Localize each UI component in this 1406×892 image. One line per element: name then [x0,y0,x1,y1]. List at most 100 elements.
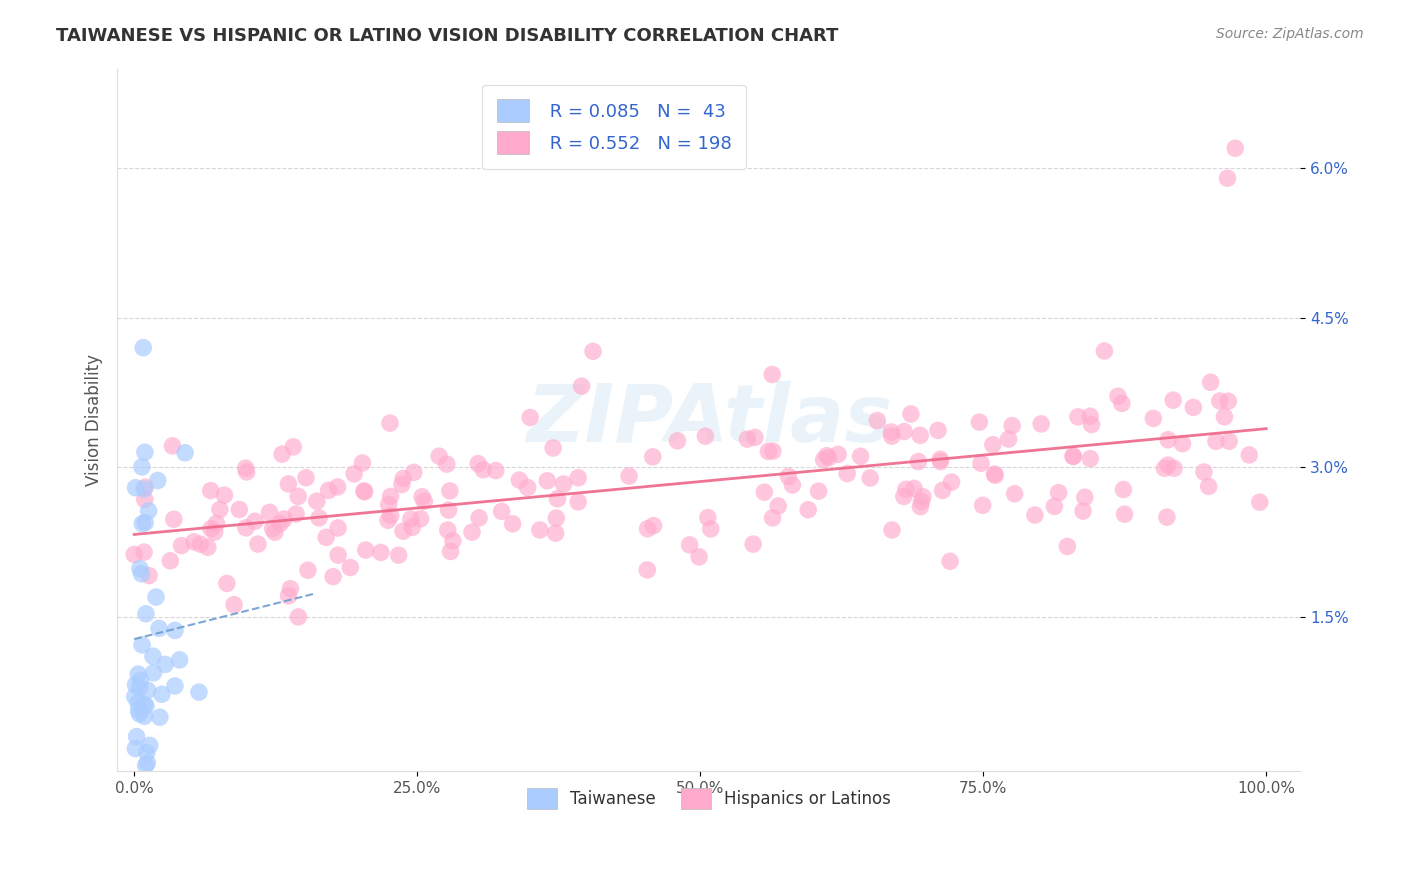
Point [142,665,165,680]
Point [135,746,157,760]
Point [502,516,524,531]
Point [377,498,399,512]
Point [544,526,567,541]
Point [893,425,915,439]
Point [815,449,838,463]
Point [427,449,450,463]
Point [322,569,344,583]
Point [132,545,155,559]
Point [1114,507,1136,521]
Point [353,484,375,499]
Point [666,434,689,448]
Point [981,438,1004,452]
Point [910,494,932,508]
Point [343,467,366,481]
Point [1161,393,1184,408]
Point [1209,394,1232,409]
Point [183,534,205,549]
Point [880,523,903,537]
Point [122,548,145,562]
Point [1218,434,1240,449]
Point [1198,479,1220,493]
Point [880,429,903,443]
Point [529,523,551,537]
Point [637,522,659,536]
Point [271,447,294,461]
Point [1157,433,1180,447]
Point [222,598,245,612]
Point [138,568,160,582]
Point [643,518,665,533]
Point [235,521,257,535]
Point [134,709,156,723]
Point [409,512,432,526]
Point [1004,487,1026,501]
Point [285,507,308,521]
Point [170,539,193,553]
Point [163,679,186,693]
Point [567,495,589,509]
Point [1216,171,1239,186]
Point [326,521,349,535]
Point [128,681,150,695]
Point [468,511,491,525]
Point [519,410,541,425]
Point [269,516,291,531]
Point [413,494,436,508]
Point [1071,504,1094,518]
Point [235,465,257,479]
Point [125,730,148,744]
Point [553,477,575,491]
Point [547,491,569,506]
Point [392,524,415,539]
Point [1067,409,1090,424]
Point [778,469,800,483]
Point [761,368,783,382]
Point [287,489,309,503]
Point [688,549,710,564]
Point [911,490,934,504]
Point [939,554,962,568]
Point [411,490,433,504]
Point [402,466,425,480]
Point [139,739,162,753]
Point [273,512,295,526]
Point [900,407,922,421]
Point [1182,401,1205,415]
Point [1249,495,1271,509]
Point [163,512,186,526]
Point [128,706,150,721]
Point [174,446,197,460]
Point [315,530,337,544]
Point [617,469,640,483]
Point [328,548,350,562]
Point [807,484,830,499]
Point [131,459,153,474]
Y-axis label: Vision Disability: Vision Disability [86,354,103,486]
Point [162,439,184,453]
Point [1062,450,1084,464]
Point [392,471,415,485]
Point [972,499,994,513]
Point [142,649,165,664]
Point [124,690,146,704]
Point [472,463,495,477]
Point [124,481,146,495]
Point [766,499,789,513]
Point [136,683,159,698]
Point [1024,508,1046,522]
Point [263,525,285,540]
Point [399,512,422,526]
Point [754,485,776,500]
Point [1153,461,1175,475]
Point [243,514,266,528]
Point [128,703,150,717]
Point [146,474,169,488]
Point [204,525,226,540]
Point [1157,458,1180,472]
Point [380,490,402,504]
Point [1199,376,1222,390]
Point [437,503,460,517]
Point [797,503,820,517]
Point [228,502,250,516]
